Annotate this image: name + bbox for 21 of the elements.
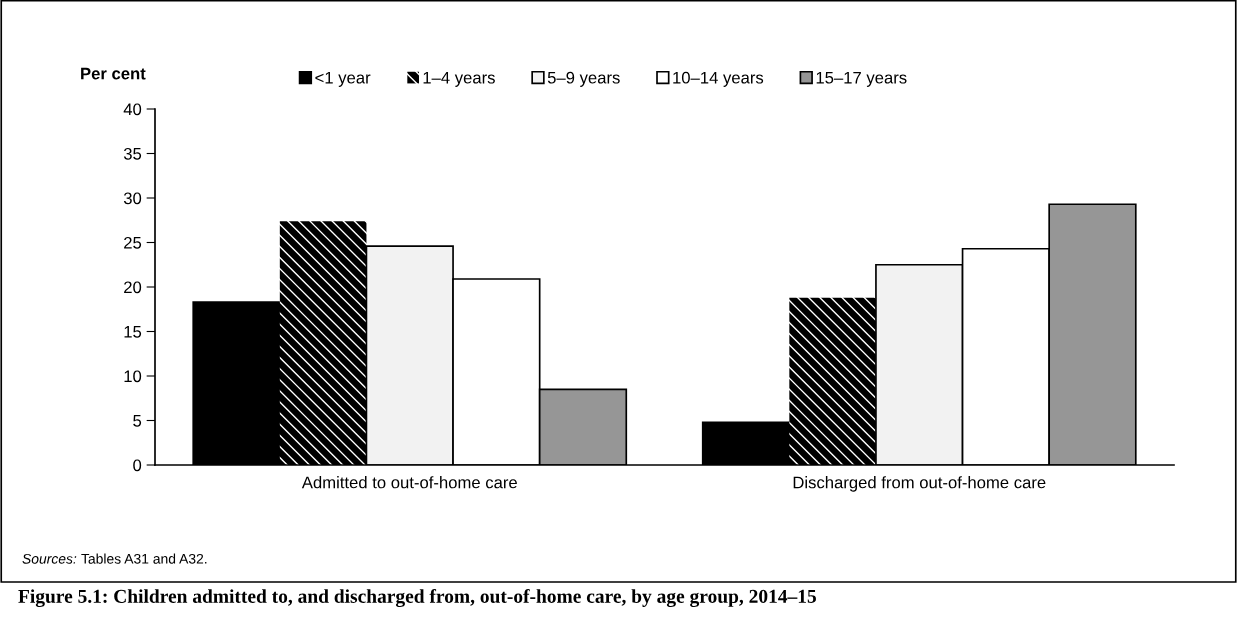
y-tick-label: 25 [124,236,142,249]
y-tick-label: 40 [123,103,142,116]
y-tick-label: 30 [123,192,142,205]
text: Figure 5.1: Children admitted to, and discharged from, out-of-home care, by age group, 2014–15 [18,589,816,607]
y-tick-label: 15 [124,326,142,338]
bar [789,297,876,465]
y-axis-title: Per cent [81,67,146,80]
y-tick-label: 10 [124,370,142,383]
y-tick-label: 0 [133,459,142,472]
source-note: Sources: Tables A31 and A32. [22,553,207,564]
x-tick-label: Admitted to out-of-home care [301,476,517,489]
y-tick-label: 5 [133,415,142,427]
y-tick-label: 20 [124,281,142,294]
legend-label: 5–9 years [547,71,620,87]
y-tick-label: 35 [123,147,142,160]
bar [279,221,367,465]
legend-label: <1 year [315,71,371,87]
legend-label: 1–4 years [423,71,495,87]
legend-label: 15–17 years [816,71,907,87]
legend-label: 10–14 years [673,71,764,87]
x-tick-label: Discharged from out-of-home care [793,476,1046,492]
